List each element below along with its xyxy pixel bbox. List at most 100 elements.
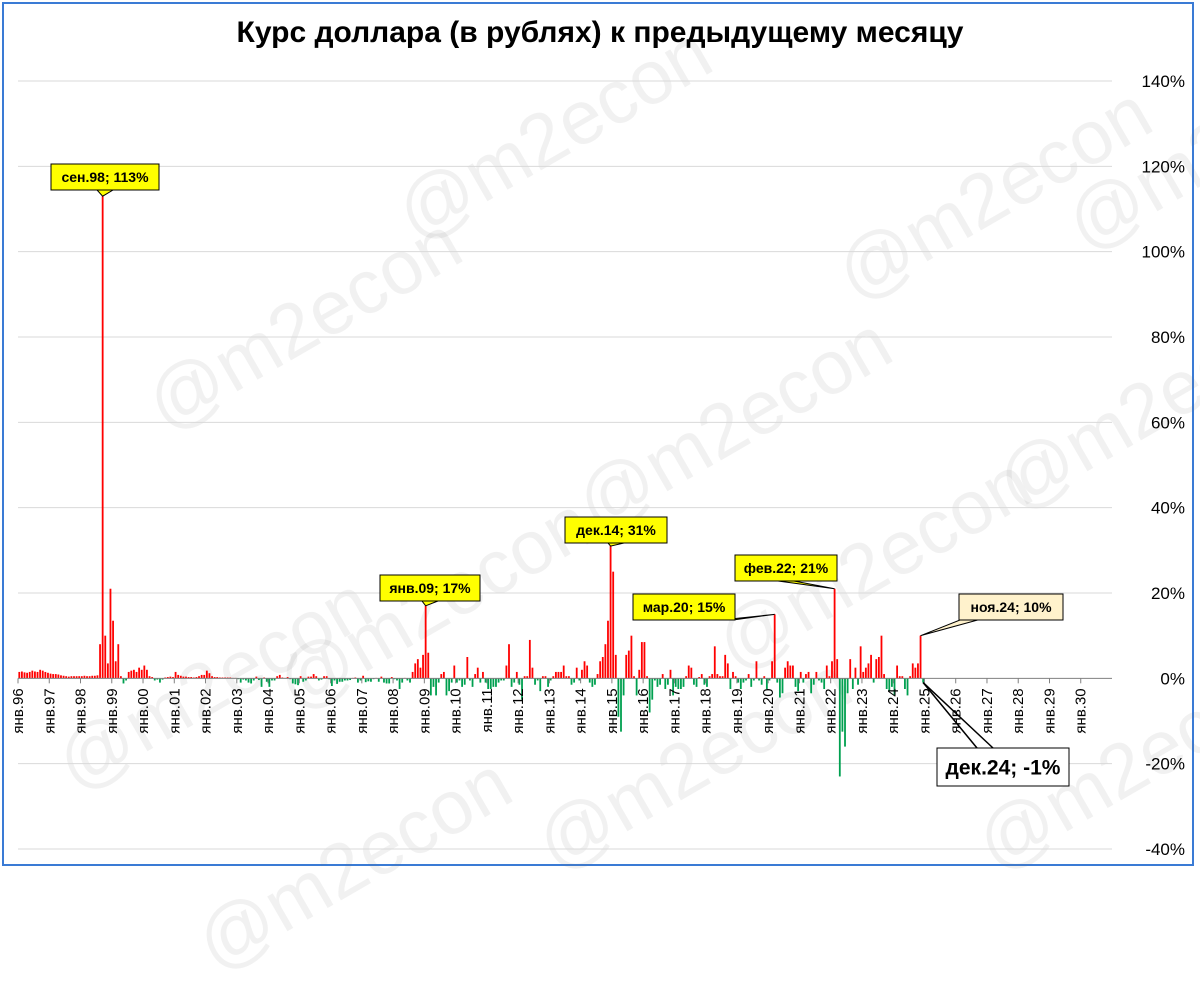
bar: [646, 676, 648, 679]
bar: [807, 671, 810, 679]
bar: [456, 678, 458, 683]
callout-label: янв.09; 17%: [389, 580, 471, 596]
bar: [135, 671, 138, 679]
bar: [893, 678, 896, 696]
bar: [528, 639, 531, 679]
bar: [122, 678, 125, 684]
bar: [448, 678, 450, 692]
bar: [547, 678, 549, 687]
bar: [445, 678, 448, 696]
bar: [789, 665, 792, 679]
bar: [203, 674, 206, 679]
bar: [586, 665, 589, 679]
bar: [523, 676, 526, 679]
x-tick-label: янв.20: [760, 688, 777, 733]
bar: [78, 676, 81, 679]
bar: [34, 671, 36, 679]
bar: [805, 674, 807, 679]
bar: [508, 644, 510, 679]
bar: [554, 671, 557, 679]
bar: [174, 671, 177, 679]
bar: [247, 678, 250, 683]
bar: [312, 674, 315, 679]
bar: [833, 588, 836, 679]
bar: [320, 678, 323, 680]
bar: [505, 665, 508, 679]
bar: [539, 678, 542, 692]
bar: [638, 669, 641, 679]
bar: [680, 678, 682, 689]
bar: [526, 676, 529, 679]
bar: [765, 678, 768, 689]
bar: [341, 678, 344, 682]
x-tick-label: янв.17: [666, 688, 683, 733]
bar: [844, 678, 846, 747]
bar: [317, 678, 320, 681]
bar: [635, 678, 638, 696]
bar: [742, 678, 745, 683]
y-tick-label: 120%: [1142, 157, 1185, 176]
bar: [653, 678, 656, 681]
bar: [614, 654, 617, 679]
bar: [323, 676, 325, 679]
bar: [703, 678, 706, 685]
callout-label: сен.98; 113%: [61, 169, 149, 185]
callout-box: [958, 593, 1064, 621]
bar: [401, 678, 404, 683]
bar: [661, 674, 664, 679]
bar: [127, 671, 130, 679]
bar: [409, 678, 411, 683]
bar: [411, 671, 414, 679]
bar: [133, 669, 135, 679]
x-tick-label: янв.99: [104, 688, 121, 733]
bar: [86, 676, 88, 679]
bar: [294, 678, 297, 685]
bar: [713, 646, 716, 679]
bar: [888, 678, 891, 692]
x-tick-label: янв.23: [854, 688, 871, 733]
x-tick-label: янв.07: [354, 688, 371, 733]
bar: [471, 678, 474, 687]
bar: [463, 678, 466, 685]
bar: [278, 674, 281, 679]
bar: [271, 678, 273, 681]
x-tick-label: янв.05: [291, 688, 308, 733]
bar: [482, 671, 484, 679]
bar: [864, 667, 867, 679]
callout-leader: [922, 682, 978, 749]
bar: [617, 678, 620, 717]
bar: [273, 678, 276, 681]
bar: [380, 676, 383, 679]
callout-box: [734, 554, 838, 582]
bar: [315, 676, 318, 679]
bar: [190, 677, 193, 679]
bar: [706, 678, 708, 687]
bar: [763, 676, 766, 679]
bar: [877, 657, 880, 679]
bar: [674, 678, 677, 687]
callout-label: мар.20; 15%: [643, 599, 726, 615]
x-tick-label: янв.00: [135, 688, 152, 733]
bar: [435, 678, 437, 696]
bar: [437, 678, 440, 683]
bar: [695, 678, 698, 687]
bar: [450, 678, 453, 683]
bar: [601, 657, 604, 679]
bar: [161, 678, 164, 680]
bar: [208, 673, 211, 679]
x-tick-label: янв.08: [385, 688, 402, 733]
bar: [760, 678, 763, 685]
x-tick-label: янв.13: [541, 688, 558, 733]
bar: [109, 588, 112, 679]
bar: [536, 678, 539, 681]
x-tick-label: янв.22: [823, 688, 840, 733]
bar: [54, 674, 57, 679]
bar: [640, 642, 643, 679]
bar: [581, 669, 583, 679]
bar: [91, 675, 94, 679]
bar: [70, 676, 73, 679]
bar: [880, 635, 883, 679]
bar: [726, 663, 729, 679]
bar: [500, 678, 503, 681]
bar: [21, 671, 23, 679]
